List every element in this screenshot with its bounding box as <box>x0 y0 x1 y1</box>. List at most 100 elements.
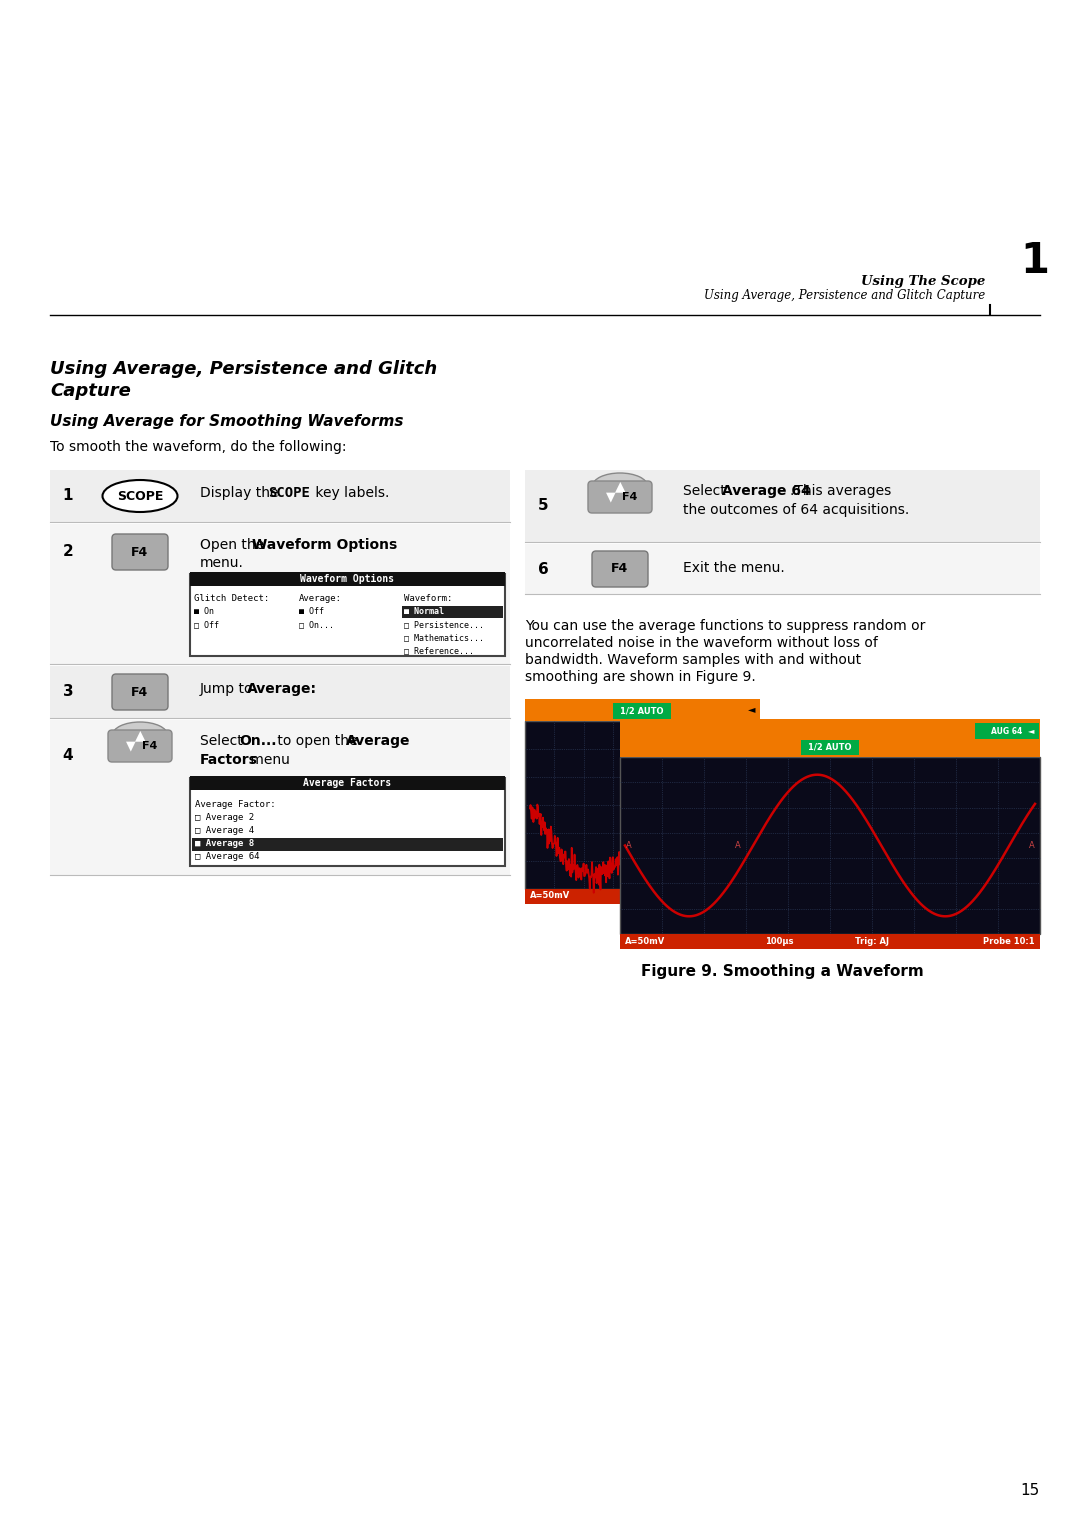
Text: ▼: ▼ <box>606 490 616 504</box>
Bar <box>50 720 510 876</box>
FancyBboxPatch shape <box>588 481 652 513</box>
Text: Average 64: Average 64 <box>723 484 811 498</box>
Text: SCOPE: SCOPE <box>268 486 310 500</box>
Text: Using Average for Smoothing Waveforms: Using Average for Smoothing Waveforms <box>50 414 404 429</box>
Text: Select: Select <box>200 733 247 749</box>
Text: Jump to: Jump to <box>200 681 258 695</box>
Ellipse shape <box>593 474 648 500</box>
Text: ▲: ▲ <box>615 478 625 494</box>
Text: 5: 5 <box>538 498 549 513</box>
FancyBboxPatch shape <box>108 730 172 762</box>
Text: uncorrelated noise in the waveform without loss of: uncorrelated noise in the waveform witho… <box>525 636 878 649</box>
Text: A: A <box>1029 840 1035 850</box>
Text: A=50mV: A=50mV <box>625 937 665 946</box>
Text: Average:: Average: <box>299 594 342 604</box>
Text: 1/2 AUTO: 1/2 AUTO <box>620 706 664 715</box>
Text: Probe 10:1: Probe 10:1 <box>984 937 1035 946</box>
Text: the outcomes of 64 acquisitions.: the outcomes of 64 acquisitions. <box>683 503 909 516</box>
Text: Capture: Capture <box>50 382 131 400</box>
Text: Glitch Detect:: Glitch Detect: <box>194 594 269 604</box>
Bar <box>50 471 510 523</box>
Text: ■ Average 8: ■ Average 8 <box>195 839 254 848</box>
Text: Open the: Open the <box>200 538 269 552</box>
Text: 15: 15 <box>1021 1484 1040 1497</box>
FancyBboxPatch shape <box>112 674 168 711</box>
Text: □ Average 4: □ Average 4 <box>195 827 254 834</box>
Text: 1: 1 <box>63 489 73 504</box>
Text: F4: F4 <box>611 562 629 576</box>
Text: ▼: ▼ <box>126 740 136 752</box>
FancyBboxPatch shape <box>613 703 671 720</box>
Text: ▲: ▲ <box>135 727 146 743</box>
Text: menu.: menu. <box>200 556 244 570</box>
Text: F4: F4 <box>132 686 149 698</box>
Text: SCOPE: SCOPE <box>117 489 163 503</box>
Text: Display the: Display the <box>200 486 283 500</box>
Text: Average: Average <box>346 733 410 749</box>
Text: Using Average, Persistence and Glitch Capture: Using Average, Persistence and Glitch Ca… <box>704 289 985 303</box>
Bar <box>50 524 510 665</box>
Text: ◄: ◄ <box>1027 726 1034 735</box>
Text: menu: menu <box>246 753 289 767</box>
Text: ■ Off: ■ Off <box>299 607 324 616</box>
Text: 3: 3 <box>63 685 73 700</box>
Text: A: A <box>734 840 741 850</box>
Text: Using Average, Persistence and Glitch: Using Average, Persistence and Glitch <box>50 361 437 377</box>
Text: AUG 64: AUG 64 <box>991 726 1023 735</box>
Text: ■ On: ■ On <box>194 607 214 616</box>
Text: Exit the menu.: Exit the menu. <box>683 561 785 575</box>
Text: A=50mV: A=50mV <box>530 891 570 900</box>
Bar <box>525 721 760 889</box>
Text: 2: 2 <box>63 544 73 559</box>
Ellipse shape <box>112 723 167 749</box>
Bar <box>190 571 505 587</box>
Text: key labels.: key labels. <box>311 486 390 500</box>
Text: Average:: Average: <box>247 681 318 695</box>
Text: F4: F4 <box>622 492 637 503</box>
Text: A: A <box>625 840 632 850</box>
Bar <box>620 720 1040 741</box>
Ellipse shape <box>103 480 177 512</box>
Text: Average Factors: Average Factors <box>303 778 392 788</box>
Text: 100μs: 100μs <box>766 937 794 946</box>
Text: Waveform Options: Waveform Options <box>300 575 394 584</box>
Text: .This averages: .This averages <box>789 484 891 498</box>
Bar <box>620 741 1040 756</box>
Text: □ Average 2: □ Average 2 <box>195 813 254 822</box>
Bar <box>402 607 503 617</box>
Bar <box>190 575 505 656</box>
Text: Trig: AJ: Trig: AJ <box>855 937 889 946</box>
Text: □ Mathematics...: □ Mathematics... <box>404 633 484 642</box>
Text: Average Factor:: Average Factor: <box>195 801 275 808</box>
Text: 4: 4 <box>63 747 73 762</box>
Text: □ Persistence...: □ Persistence... <box>404 620 484 630</box>
Text: Using The Scope: Using The Scope <box>861 275 985 287</box>
Text: ■ Normal: ■ Normal <box>404 607 444 616</box>
Text: to open the: to open the <box>273 733 362 749</box>
Bar <box>620 756 1040 934</box>
Text: F4: F4 <box>143 741 158 750</box>
Bar <box>190 776 505 790</box>
Text: You can use the average functions to suppress random or: You can use the average functions to sup… <box>525 619 926 633</box>
Text: Waveform:: Waveform: <box>404 594 453 604</box>
Bar <box>525 544 1040 594</box>
Text: F4: F4 <box>132 545 149 559</box>
Text: Waveform Options: Waveform Options <box>252 538 397 552</box>
Text: 1: 1 <box>1021 240 1050 283</box>
Bar <box>620 934 1040 949</box>
Text: 1/2 AUTO: 1/2 AUTO <box>808 743 852 752</box>
FancyBboxPatch shape <box>112 533 168 570</box>
Text: On...: On... <box>239 733 276 749</box>
Bar <box>190 778 505 866</box>
FancyBboxPatch shape <box>592 552 648 587</box>
Bar <box>525 471 1040 542</box>
Text: bandwidth. Waveform samples with and without: bandwidth. Waveform samples with and wit… <box>525 652 861 668</box>
Text: Factors: Factors <box>200 753 258 767</box>
FancyBboxPatch shape <box>975 723 1039 740</box>
Text: To smooth the waveform, do the following:: To smooth the waveform, do the following… <box>50 440 347 454</box>
FancyBboxPatch shape <box>801 740 859 755</box>
Text: ◄: ◄ <box>747 704 755 714</box>
Text: Figure 9. Smoothing a Waveform: Figure 9. Smoothing a Waveform <box>642 964 923 979</box>
Bar <box>192 837 503 851</box>
Text: Select: Select <box>683 484 730 498</box>
